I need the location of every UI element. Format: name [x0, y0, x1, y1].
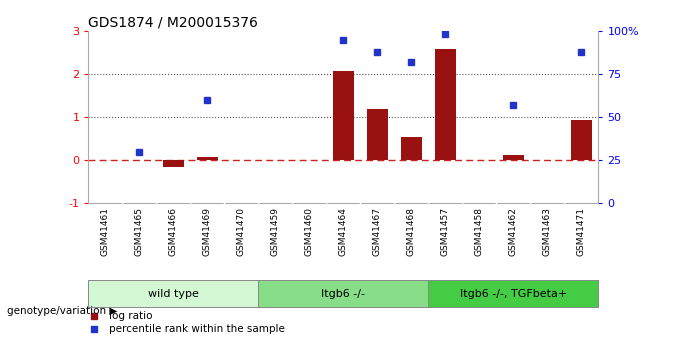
Text: GSM41462: GSM41462: [509, 207, 518, 256]
Bar: [503, 155, 524, 160]
Text: GDS1874 / M200015376: GDS1874 / M200015376: [88, 16, 258, 30]
Text: percentile rank within the sample: percentile rank within the sample: [109, 324, 285, 334]
Bar: [435, 49, 456, 160]
Bar: [333, 71, 354, 160]
Text: GSM41469: GSM41469: [203, 207, 212, 256]
Text: GSM41460: GSM41460: [305, 207, 314, 256]
Text: GSM41468: GSM41468: [407, 207, 416, 256]
Text: GSM41461: GSM41461: [101, 207, 110, 256]
Text: GSM41471: GSM41471: [577, 207, 586, 256]
Text: wild type: wild type: [148, 289, 199, 299]
Bar: [367, 109, 388, 160]
Text: genotype/variation ▶: genotype/variation ▶: [7, 306, 117, 315]
Text: GSM41465: GSM41465: [135, 207, 144, 256]
Bar: [401, 137, 422, 160]
Bar: [163, 160, 184, 167]
Text: GSM41467: GSM41467: [373, 207, 382, 256]
Text: GSM41459: GSM41459: [271, 207, 280, 256]
Bar: [88, 280, 258, 307]
Bar: [571, 120, 592, 160]
Text: GSM41463: GSM41463: [543, 207, 552, 256]
Text: GSM41470: GSM41470: [237, 207, 246, 256]
Bar: [258, 280, 428, 307]
Text: Itgb6 -/-, TGFbeta+: Itgb6 -/-, TGFbeta+: [460, 289, 567, 299]
Text: Itgb6 -/-: Itgb6 -/-: [322, 289, 365, 299]
Text: log ratio: log ratio: [109, 311, 152, 321]
Text: GSM41458: GSM41458: [475, 207, 484, 256]
Bar: [197, 157, 218, 160]
Text: GSM41464: GSM41464: [339, 207, 348, 256]
Text: GSM41466: GSM41466: [169, 207, 178, 256]
Text: GSM41457: GSM41457: [441, 207, 450, 256]
Bar: [428, 280, 598, 307]
